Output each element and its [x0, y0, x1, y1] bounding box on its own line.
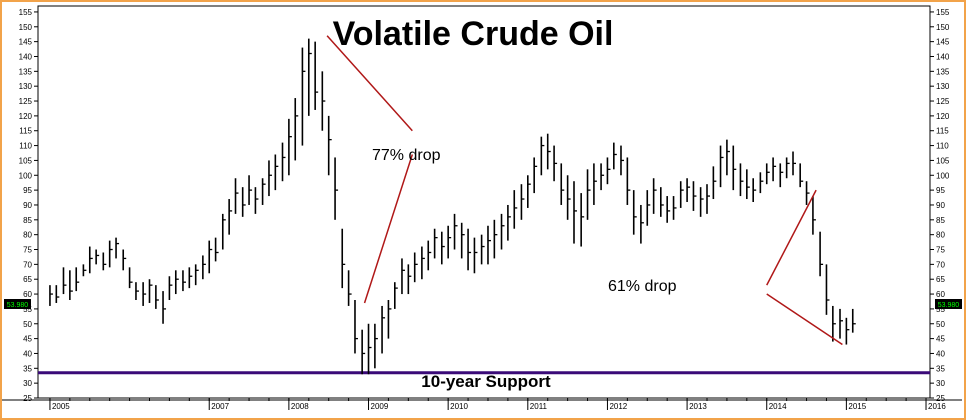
support-label: 10-year Support [421, 372, 551, 391]
right-tick-label: 65 [936, 275, 945, 284]
left-tick-label: 130 [19, 82, 33, 91]
last-price-tag-right: 53.980 [935, 299, 962, 309]
right-tick-label: 120 [936, 112, 950, 121]
right-tick-label: 85 [936, 216, 945, 225]
year-tick-label: 2015 [848, 402, 866, 411]
year-tick-label: 2016 [928, 402, 946, 411]
right-tick-label: 140 [936, 52, 950, 61]
right-tick-label: 40 [936, 349, 945, 358]
left-tick-label: 65 [23, 275, 32, 284]
year-tick-label: 2014 [769, 402, 787, 411]
drop-line [363, 154, 414, 304]
left-tick-label: 120 [19, 112, 33, 121]
right-tick-label: 150 [936, 23, 950, 32]
right-tick-label: 30 [936, 379, 945, 388]
left-tick-label: 115 [19, 127, 32, 136]
plot-border [37, 5, 931, 399]
grid-lines [2, 5, 962, 401]
chart-title: Volatile Crude Oil [333, 15, 614, 53]
last-price-tag-left-text: 53.980 [7, 302, 29, 309]
annotation-61-drop: 61% drop [608, 278, 677, 295]
right-tick-label: 35 [936, 364, 945, 373]
right-tick-label: 135 [936, 67, 950, 76]
year-tick-label: 2008 [291, 402, 309, 411]
right-tick-label: 60 [936, 290, 945, 299]
left-tick-label: 135 [19, 67, 33, 76]
left-tick-label: 125 [19, 97, 33, 106]
year-tick-label: 2009 [371, 402, 389, 411]
left-tick-label: 75 [23, 246, 32, 255]
left-tick-label: 105 [19, 156, 33, 165]
last-price-tag-right-text: 53.980 [938, 302, 960, 309]
right-tick-label: 145 [936, 38, 950, 47]
right-tick-label: 100 [936, 171, 950, 180]
right-tick-label: 55 [936, 305, 945, 314]
left-tick-label: 80 [23, 231, 32, 240]
left-tick-label: 70 [23, 260, 32, 269]
left-tick-label: 90 [23, 201, 32, 210]
drop-lines [326, 35, 843, 346]
left-tick-label: 60 [23, 290, 32, 299]
right-tick-label: 70 [936, 260, 945, 269]
right-tick-label: 75 [936, 246, 945, 255]
right-tick-label: 50 [936, 320, 945, 329]
left-tick-label: 50 [23, 320, 32, 329]
left-tick-label: 95 [23, 186, 32, 195]
left-price-axis: 25 30 35 40 45 50 55 60 65 70 75 80 85 90 95 100 105 110 1… [19, 8, 38, 403]
year-tick-label: 2012 [609, 402, 627, 411]
drop-line [766, 189, 817, 286]
left-tick-label: 155 [19, 8, 33, 17]
right-tick-label: 105 [936, 156, 950, 165]
left-tick-label: 110 [19, 142, 32, 151]
time-axis: 2005 2007 2008 2009 2010 2011 2012 2013 2014 2015… [49, 398, 946, 411]
year-tick-label: 2011 [530, 402, 548, 411]
right-tick-label: 110 [936, 142, 949, 151]
right-tick-label: 80 [936, 231, 945, 240]
year-tick-label: 2010 [450, 402, 468, 411]
left-tick-label: 85 [23, 216, 32, 225]
annotation-77-drop: 77% drop [372, 147, 441, 164]
right-tick-label: 25 [936, 394, 945, 403]
left-tick-label: 145 [19, 38, 33, 47]
right-tick-label: 115 [936, 127, 949, 136]
drop-line [326, 35, 413, 132]
right-tick-label: 95 [936, 186, 945, 195]
left-tick-label: 140 [19, 52, 33, 61]
right-tick-label: 90 [936, 201, 945, 210]
last-price-tag-left: 53.980 [4, 299, 31, 309]
left-tick-label: 40 [23, 349, 32, 358]
right-tick-label: 125 [936, 97, 950, 106]
left-tick-label: 45 [23, 335, 32, 344]
right-tick-label: 45 [936, 335, 945, 344]
year-tick-label: 2013 [689, 402, 707, 411]
left-tick-label: 30 [23, 379, 32, 388]
left-tick-label: 35 [23, 364, 32, 373]
left-tick-label: 100 [19, 171, 33, 180]
right-price-axis: 25 30 35 40 45 50 55 60 65 70 75 80 85 90 95 100 105 110 1… [930, 8, 950, 403]
right-tick-label: 155 [936, 8, 950, 17]
left-tick-label: 150 [19, 23, 33, 32]
drop-line [766, 293, 843, 346]
year-tick-label: 2005 [52, 402, 70, 411]
left-tick-label: 25 [23, 394, 32, 403]
left-tick-label: 55 [23, 305, 32, 314]
right-tick-label: 130 [936, 82, 950, 91]
ohlc-bars [49, 38, 856, 375]
year-tick-label: 2007 [211, 402, 229, 411]
